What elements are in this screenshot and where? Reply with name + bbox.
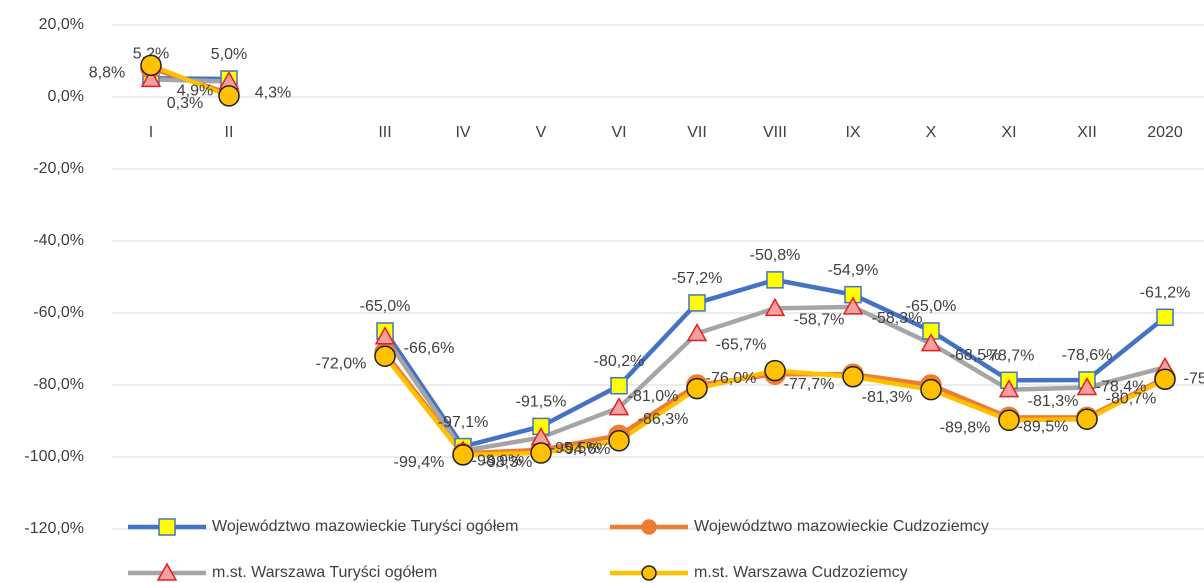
x-tick-label: VIII bbox=[763, 124, 787, 141]
x-tick-label: XII bbox=[1077, 124, 1097, 141]
point-marker bbox=[610, 376, 628, 395]
point-marker bbox=[764, 297, 786, 317]
x-tick-label: IX bbox=[845, 124, 860, 141]
data-label: -66,6% bbox=[404, 340, 455, 357]
y-tick-label: 0,0% bbox=[48, 88, 84, 105]
data-label: -80,2% bbox=[594, 353, 645, 370]
point-marker bbox=[530, 442, 552, 464]
data-label: -81,3% bbox=[1028, 393, 1079, 410]
data-label: -65,0% bbox=[360, 298, 411, 315]
data-label: -76,0% bbox=[706, 370, 757, 387]
point-marker bbox=[218, 85, 240, 107]
x-tick-label: I bbox=[149, 124, 153, 141]
data-label: -50,8% bbox=[750, 247, 801, 264]
point-marker bbox=[764, 359, 786, 382]
data-label: -78,7% bbox=[984, 348, 1035, 365]
data-label: -99,4% bbox=[394, 454, 445, 471]
x-tick-label: VII bbox=[687, 124, 707, 141]
point-marker bbox=[140, 68, 162, 88]
x-tick-label: 2020 bbox=[1147, 124, 1183, 141]
data-label: -57,2% bbox=[672, 270, 723, 287]
point-marker bbox=[998, 409, 1020, 432]
data-label: -81,3% bbox=[862, 389, 913, 406]
y-tick-label: 20,0% bbox=[39, 16, 84, 33]
data-label: 0,3% bbox=[167, 95, 203, 112]
data-label: -98,9% bbox=[472, 452, 523, 469]
data-label: -78,4% bbox=[1096, 378, 1147, 395]
data-label: -80,7% bbox=[1106, 391, 1157, 408]
point-marker bbox=[688, 294, 706, 312]
x-tick-label: V bbox=[536, 124, 547, 141]
point-marker bbox=[1156, 308, 1174, 327]
data-label: 8,8% bbox=[89, 65, 125, 82]
legend-marker bbox=[156, 562, 178, 581]
point-marker bbox=[920, 333, 942, 352]
data-label: 5,0% bbox=[211, 46, 247, 63]
data-label: 5,2% bbox=[133, 45, 169, 62]
data-label: -75,1% bbox=[1184, 371, 1204, 388]
data-label: -58,7% bbox=[794, 312, 845, 329]
data-label: -95,5% bbox=[550, 440, 601, 457]
point-marker bbox=[842, 296, 864, 315]
data-label: -68,5% bbox=[950, 347, 1001, 364]
legend-label: Województwo mazowieckie Turyści ogółem bbox=[212, 518, 518, 535]
data-label: -65,7% bbox=[716, 337, 767, 354]
legend-label: m.st. Warszawa Cudzoziemcy bbox=[694, 564, 908, 581]
data-label: -72,0% bbox=[316, 355, 367, 372]
x-tick-label: III bbox=[378, 124, 391, 141]
data-label: -77,7% bbox=[784, 376, 835, 393]
data-label: -89,5% bbox=[1018, 418, 1069, 435]
data-label: -65,0% bbox=[906, 298, 957, 315]
y-tick-label: -60,0% bbox=[33, 304, 84, 321]
point-marker bbox=[686, 377, 708, 400]
y-tick-label: -100,0% bbox=[24, 448, 84, 465]
point-marker bbox=[452, 444, 474, 466]
data-label: 4,3% bbox=[255, 85, 291, 102]
point-marker bbox=[998, 379, 1020, 398]
legend-marker bbox=[158, 518, 176, 536]
point-marker bbox=[920, 378, 942, 401]
x-tick-label: IV bbox=[455, 124, 470, 141]
legend-label: Województwo mazowieckie Cudzoziemcy bbox=[694, 518, 989, 535]
x-tick-label: XI bbox=[1001, 124, 1016, 141]
x-tick-label: VI bbox=[611, 124, 626, 141]
point-marker bbox=[842, 365, 864, 388]
data-label: -61,2% bbox=[1140, 285, 1191, 302]
data-label: -97,1% bbox=[438, 414, 489, 431]
data-label: -81,0% bbox=[628, 388, 679, 405]
point-marker bbox=[374, 326, 396, 345]
legend-marker bbox=[641, 565, 657, 581]
point-marker bbox=[374, 345, 396, 367]
point-marker bbox=[140, 54, 162, 77]
data-label: -78,6% bbox=[1062, 347, 1113, 364]
point-marker bbox=[1076, 408, 1098, 430]
data-label: -58,3% bbox=[872, 310, 923, 327]
data-label: -91,5% bbox=[516, 394, 567, 411]
data-label: -98,3% bbox=[482, 454, 533, 471]
point-marker bbox=[1154, 368, 1176, 390]
data-label: -89,8% bbox=[940, 419, 991, 436]
point-marker bbox=[686, 322, 708, 342]
point-marker bbox=[608, 430, 630, 452]
point-marker bbox=[608, 397, 630, 416]
legend-label: m.st. Warszawa Turyści ogółem bbox=[212, 564, 437, 581]
y-tick-label: -120,0% bbox=[24, 520, 84, 537]
x-tick-label: II bbox=[225, 124, 234, 141]
legend-marker bbox=[641, 519, 657, 535]
x-tick-label: X bbox=[926, 124, 937, 141]
point-marker bbox=[766, 271, 784, 289]
data-label: -86,3% bbox=[638, 411, 689, 428]
point-marker bbox=[1076, 376, 1098, 396]
data-label: -54,9% bbox=[828, 262, 879, 279]
data-label: 4,9% bbox=[177, 83, 213, 100]
y-tick-label: -80,0% bbox=[33, 376, 84, 393]
y-tick-label: -20,0% bbox=[33, 160, 84, 177]
data-label: -94,6% bbox=[560, 441, 611, 458]
y-tick-label: -40,0% bbox=[33, 232, 84, 249]
